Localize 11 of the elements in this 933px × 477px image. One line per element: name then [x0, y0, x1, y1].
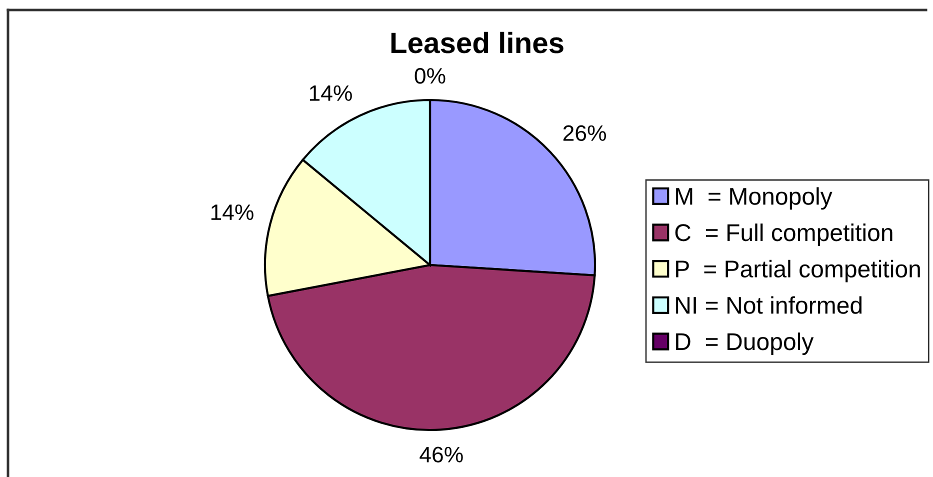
- data-label: 14%: [211, 204, 254, 220]
- data-label: 46%: [420, 446, 463, 462]
- legend-label: NI = Not informed: [676, 296, 862, 314]
- data-label: 14%: [310, 85, 352, 101]
- legend-label: M = Monopoly: [676, 187, 832, 210]
- chart-title: Leased lines: [391, 32, 564, 54]
- data-label: 26%: [563, 125, 606, 141]
- legend-label: C = Full competition: [675, 224, 892, 246]
- legend-label: P = Partial competition: [676, 260, 920, 282]
- text: 0%: [414, 68, 446, 84]
- legend-label: D = Duopoly: [676, 332, 814, 355]
